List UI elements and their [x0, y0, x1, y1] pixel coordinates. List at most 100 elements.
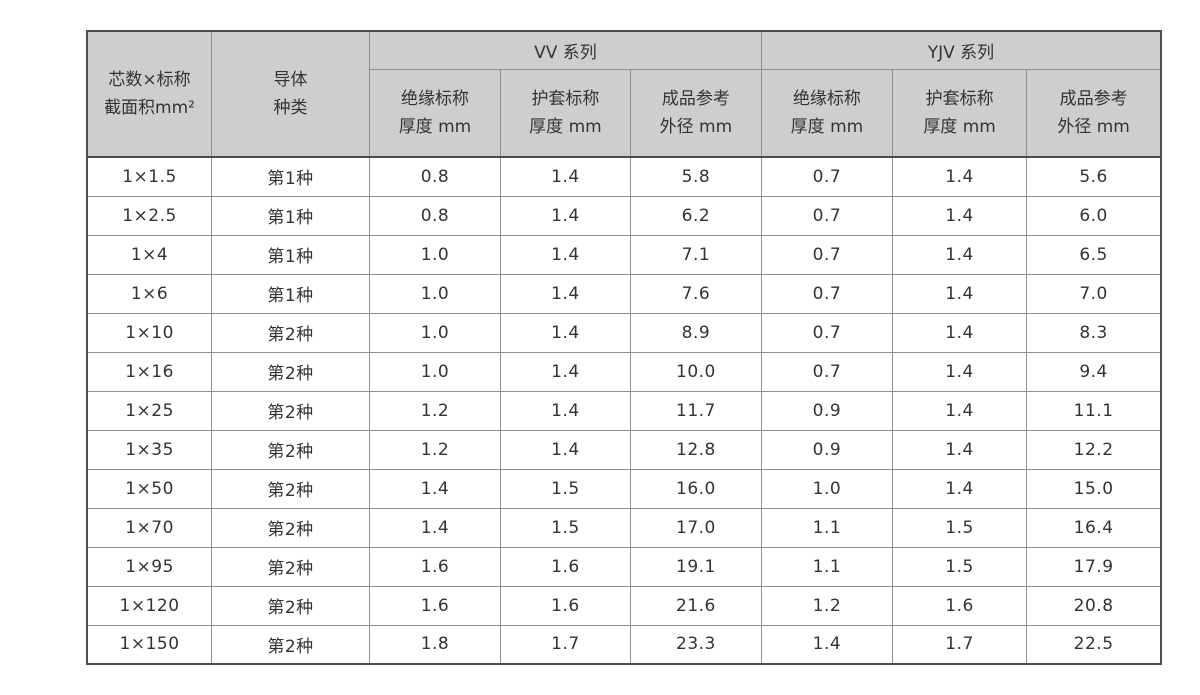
vv-diameter-cell: 6.2 [629, 195, 762, 236]
yjv-sheath-cell: 1.4 [891, 351, 1028, 392]
yjv-diameter-cell: 20.8 [1026, 585, 1162, 626]
header-conductor-line1: 导体 [273, 69, 308, 90]
yjv-sheath-cell: 1.4 [891, 312, 1028, 353]
header-yjv-group: YJV 系列 [760, 30, 1162, 70]
yjv-sheath-cell: 1.6 [891, 585, 1028, 626]
vv-insulation-cell: 1.4 [368, 468, 501, 509]
vv-diameter-cell: 17.0 [629, 507, 762, 548]
yjv-sheath-cell: 1.4 [891, 390, 1028, 431]
header-spec-line2: 截面积mm² [104, 98, 195, 118]
vv-diameter-cell: 23.3 [629, 624, 762, 665]
conductor-cell: 第2种 [211, 429, 370, 470]
vv-sheath-cell: 1.4 [499, 234, 631, 275]
yjv-sheath-cell: 1.4 [891, 195, 1028, 236]
header-vv-diameter: 成品参考 外径 mm [629, 68, 762, 158]
vv-sheath-cell: 1.5 [499, 468, 631, 509]
yjv-sheath-cell: 1.4 [891, 429, 1028, 470]
vv-insulation-cell: 0.8 [368, 156, 501, 197]
header-yjv-insulation-line2: 厚度 mm [790, 116, 864, 137]
vv-diameter-cell: 5.8 [629, 156, 762, 197]
vv-insulation-cell: 1.2 [368, 390, 501, 431]
vv-sheath-cell: 1.4 [499, 195, 631, 236]
yjv-insulation-cell: 1.1 [760, 507, 893, 548]
header-yjv-sheath: 护套标称 厚度 mm [891, 68, 1028, 158]
yjv-insulation-cell: 0.9 [760, 429, 893, 470]
header-vv-insulation-line1: 绝缘标称 [400, 88, 469, 109]
table-row: 1×35 第2种 1.2 1.4 12.8 0.9 1.4 12.2 [86, 429, 1162, 470]
spec-cell: 1×25 [86, 390, 213, 431]
header-yjv-sheath-line1: 护套标称 [925, 88, 994, 109]
header-vv-group: VV 系列 [368, 30, 762, 70]
yjv-sheath-cell: 1.4 [891, 156, 1028, 197]
header-yjv-insulation: 绝缘标称 厚度 mm [760, 68, 893, 158]
spec-cell: 1×10 [86, 312, 213, 353]
conductor-cell: 第2种 [211, 507, 370, 548]
conductor-cell: 第1种 [211, 234, 370, 275]
conductor-cell: 第2种 [211, 546, 370, 587]
yjv-sheath-cell: 1.4 [891, 273, 1028, 314]
vv-sheath-cell: 1.5 [499, 507, 631, 548]
yjv-diameter-cell: 6.0 [1026, 195, 1162, 236]
yjv-insulation-cell: 0.7 [760, 234, 893, 275]
vv-insulation-cell: 1.2 [368, 429, 501, 470]
vv-insulation-cell: 1.4 [368, 507, 501, 548]
yjv-insulation-cell: 0.7 [760, 195, 893, 236]
yjv-diameter-cell: 15.0 [1026, 468, 1162, 509]
yjv-diameter-cell: 9.4 [1026, 351, 1162, 392]
vv-diameter-cell: 10.0 [629, 351, 762, 392]
conductor-cell: 第1种 [211, 273, 370, 314]
spec-cell: 1×16 [86, 351, 213, 392]
conductor-cell: 第2种 [211, 468, 370, 509]
spec-cell: 1×150 [86, 624, 213, 665]
table-row: 1×10 第2种 1.0 1.4 8.9 0.7 1.4 8.3 [86, 312, 1162, 353]
header-yjv-diameter-line2: 外径 mm [1057, 116, 1130, 137]
spec-cell: 1×50 [86, 468, 213, 509]
spec-cell: 1×4 [86, 234, 213, 275]
header-conductor: 导体 种类 [211, 30, 370, 158]
table-row: 1×6 第1种 1.0 1.4 7.6 0.7 1.4 7.0 [86, 273, 1162, 314]
vv-diameter-cell: 7.1 [629, 234, 762, 275]
vv-insulation-cell: 1.0 [368, 351, 501, 392]
yjv-insulation-cell: 1.2 [760, 585, 893, 626]
conductor-cell: 第2种 [211, 312, 370, 353]
vv-insulation-cell: 1.6 [368, 546, 501, 587]
yjv-sheath-cell: 1.5 [891, 507, 1028, 548]
vv-sheath-cell: 1.6 [499, 585, 631, 626]
yjv-diameter-cell: 17.9 [1026, 546, 1162, 587]
vv-diameter-cell: 16.0 [629, 468, 762, 509]
table-row: 1×4 第1种 1.0 1.4 7.1 0.7 1.4 6.5 [86, 234, 1162, 275]
vv-sheath-cell: 1.4 [499, 312, 631, 353]
table-header: 芯数×标称 截面积mm² 导体 种类 VV 系列 YJV 系列 绝缘标称 厚度 … [86, 30, 1162, 158]
vv-insulation-cell: 1.8 [368, 624, 501, 665]
header-vv-diameter-line1: 成品参考 [661, 88, 730, 109]
vv-sheath-cell: 1.4 [499, 351, 631, 392]
header-group-row: 芯数×标称 截面积mm² 导体 种类 VV 系列 YJV 系列 [86, 30, 1162, 158]
header-vv-sheath-line1: 护套标称 [531, 88, 600, 109]
yjv-insulation-cell: 0.9 [760, 390, 893, 431]
table-row: 1×150 第2种 1.8 1.7 23.3 1.4 1.7 22.5 [86, 624, 1162, 665]
header-vv-diameter-line2: 外径 mm [659, 116, 733, 137]
vv-insulation-cell: 1.6 [368, 585, 501, 626]
yjv-diameter-cell: 22.5 [1026, 624, 1162, 665]
yjv-diameter-cell: 8.3 [1026, 312, 1162, 353]
yjv-insulation-cell: 0.7 [760, 273, 893, 314]
cable-spec-table-container: 芯数×标称 截面积mm² 导体 种类 VV 系列 YJV 系列 绝缘标称 厚度 … [86, 30, 1162, 665]
table-row: 1×70 第2种 1.4 1.5 17.0 1.1 1.5 16.4 [86, 507, 1162, 548]
vv-sheath-cell: 1.4 [499, 429, 631, 470]
header-spec: 芯数×标称 截面积mm² [86, 30, 213, 158]
yjv-insulation-cell: 0.7 [760, 351, 893, 392]
header-yjv-insulation-line1: 绝缘标称 [792, 88, 861, 109]
vv-diameter-cell: 19.1 [629, 546, 762, 587]
vv-insulation-cell: 1.0 [368, 273, 501, 314]
vv-sheath-cell: 1.4 [499, 390, 631, 431]
table-row: 1×1.5 第1种 0.8 1.4 5.8 0.7 1.4 5.6 [86, 156, 1162, 197]
yjv-diameter-cell: 11.1 [1026, 390, 1162, 431]
spec-cell: 1×35 [86, 429, 213, 470]
yjv-insulation-cell: 1.0 [760, 468, 893, 509]
header-yjv-diameter-line1: 成品参考 [1059, 88, 1128, 109]
vv-sheath-cell: 1.4 [499, 156, 631, 197]
table-row: 1×2.5 第1种 0.8 1.4 6.2 0.7 1.4 6.0 [86, 195, 1162, 236]
conductor-cell: 第2种 [211, 351, 370, 392]
yjv-diameter-cell: 7.0 [1026, 273, 1162, 314]
header-yjv-diameter: 成品参考 外径 mm [1026, 68, 1162, 158]
